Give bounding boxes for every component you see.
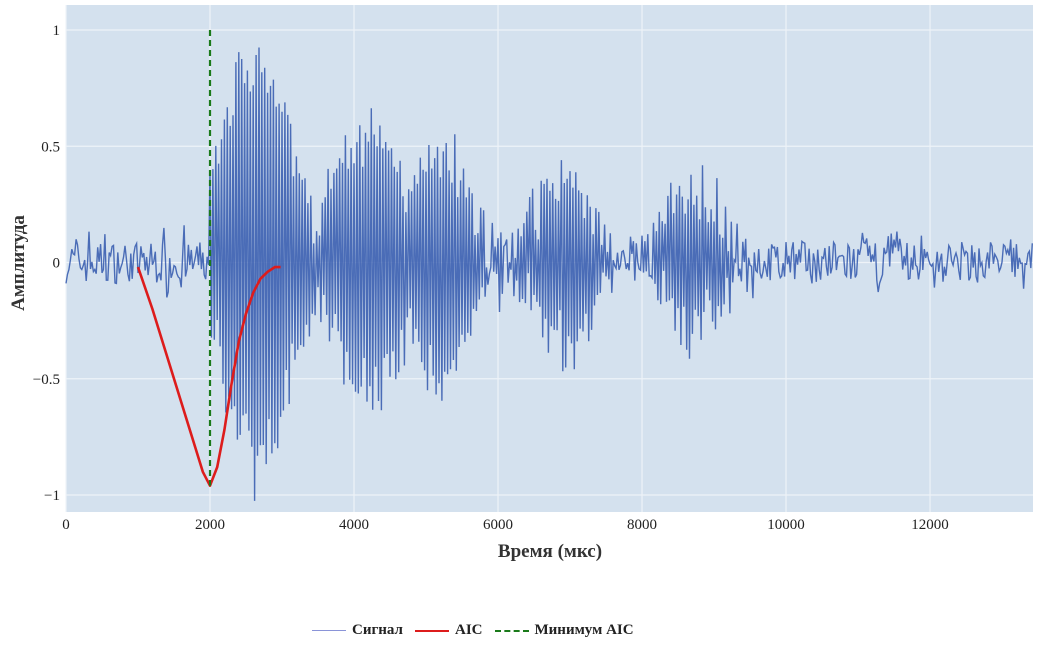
dashed-line-swatch-icon — [494, 629, 529, 632]
svg-text:2000: 2000 — [195, 517, 225, 533]
svg-text:1: 1 — [53, 23, 61, 39]
legend: Сигнал AIC Минимум AIC — [312, 622, 640, 639]
y-axis-title: Амплитуда — [8, 215, 29, 311]
x-axis-title: Время (мкс) — [498, 541, 602, 562]
svg-text:8000: 8000 — [627, 517, 657, 533]
svg-text:12000: 12000 — [911, 517, 949, 533]
signal-line-swatch-icon — [312, 630, 346, 631]
legend-item-aic[interactable]: AIC — [414, 622, 483, 639]
chart-canvas: 0 2000 4000 6000 8000 10000 12000 10.50−0.5−1 … — [8, 5, 1033, 562]
aic-series — [136, 265, 281, 487]
x-axis-ticks: 0 2000 4000 6000 8000 10000 12000 — [62, 517, 949, 533]
legend-item-signal[interactable]: Сигнал — [312, 622, 403, 639]
legend-item-aic-minimum[interactable]: Минимум AIC — [494, 622, 634, 639]
svg-text:0: 0 — [53, 256, 61, 272]
legend-label: AIC — [454, 622, 483, 638]
legend-label: Сигнал — [352, 622, 403, 638]
svg-text:6000: 6000 — [483, 517, 513, 533]
svg-text:4000: 4000 — [339, 517, 369, 533]
svg-text:0: 0 — [62, 517, 70, 533]
aic-line-swatch-icon — [414, 629, 449, 632]
svg-text:−0.5: −0.5 — [33, 372, 60, 388]
svg-text:10000: 10000 — [767, 517, 805, 533]
svg-text:−1: −1 — [44, 488, 60, 504]
y-axis-ticks: 1 0.5 0 −0.5 −1 — [33, 23, 60, 504]
legend-label: Минимум AIC — [534, 622, 634, 638]
signal-series — [65, 47, 1033, 501]
svg-text:0.5: 0.5 — [41, 139, 60, 155]
